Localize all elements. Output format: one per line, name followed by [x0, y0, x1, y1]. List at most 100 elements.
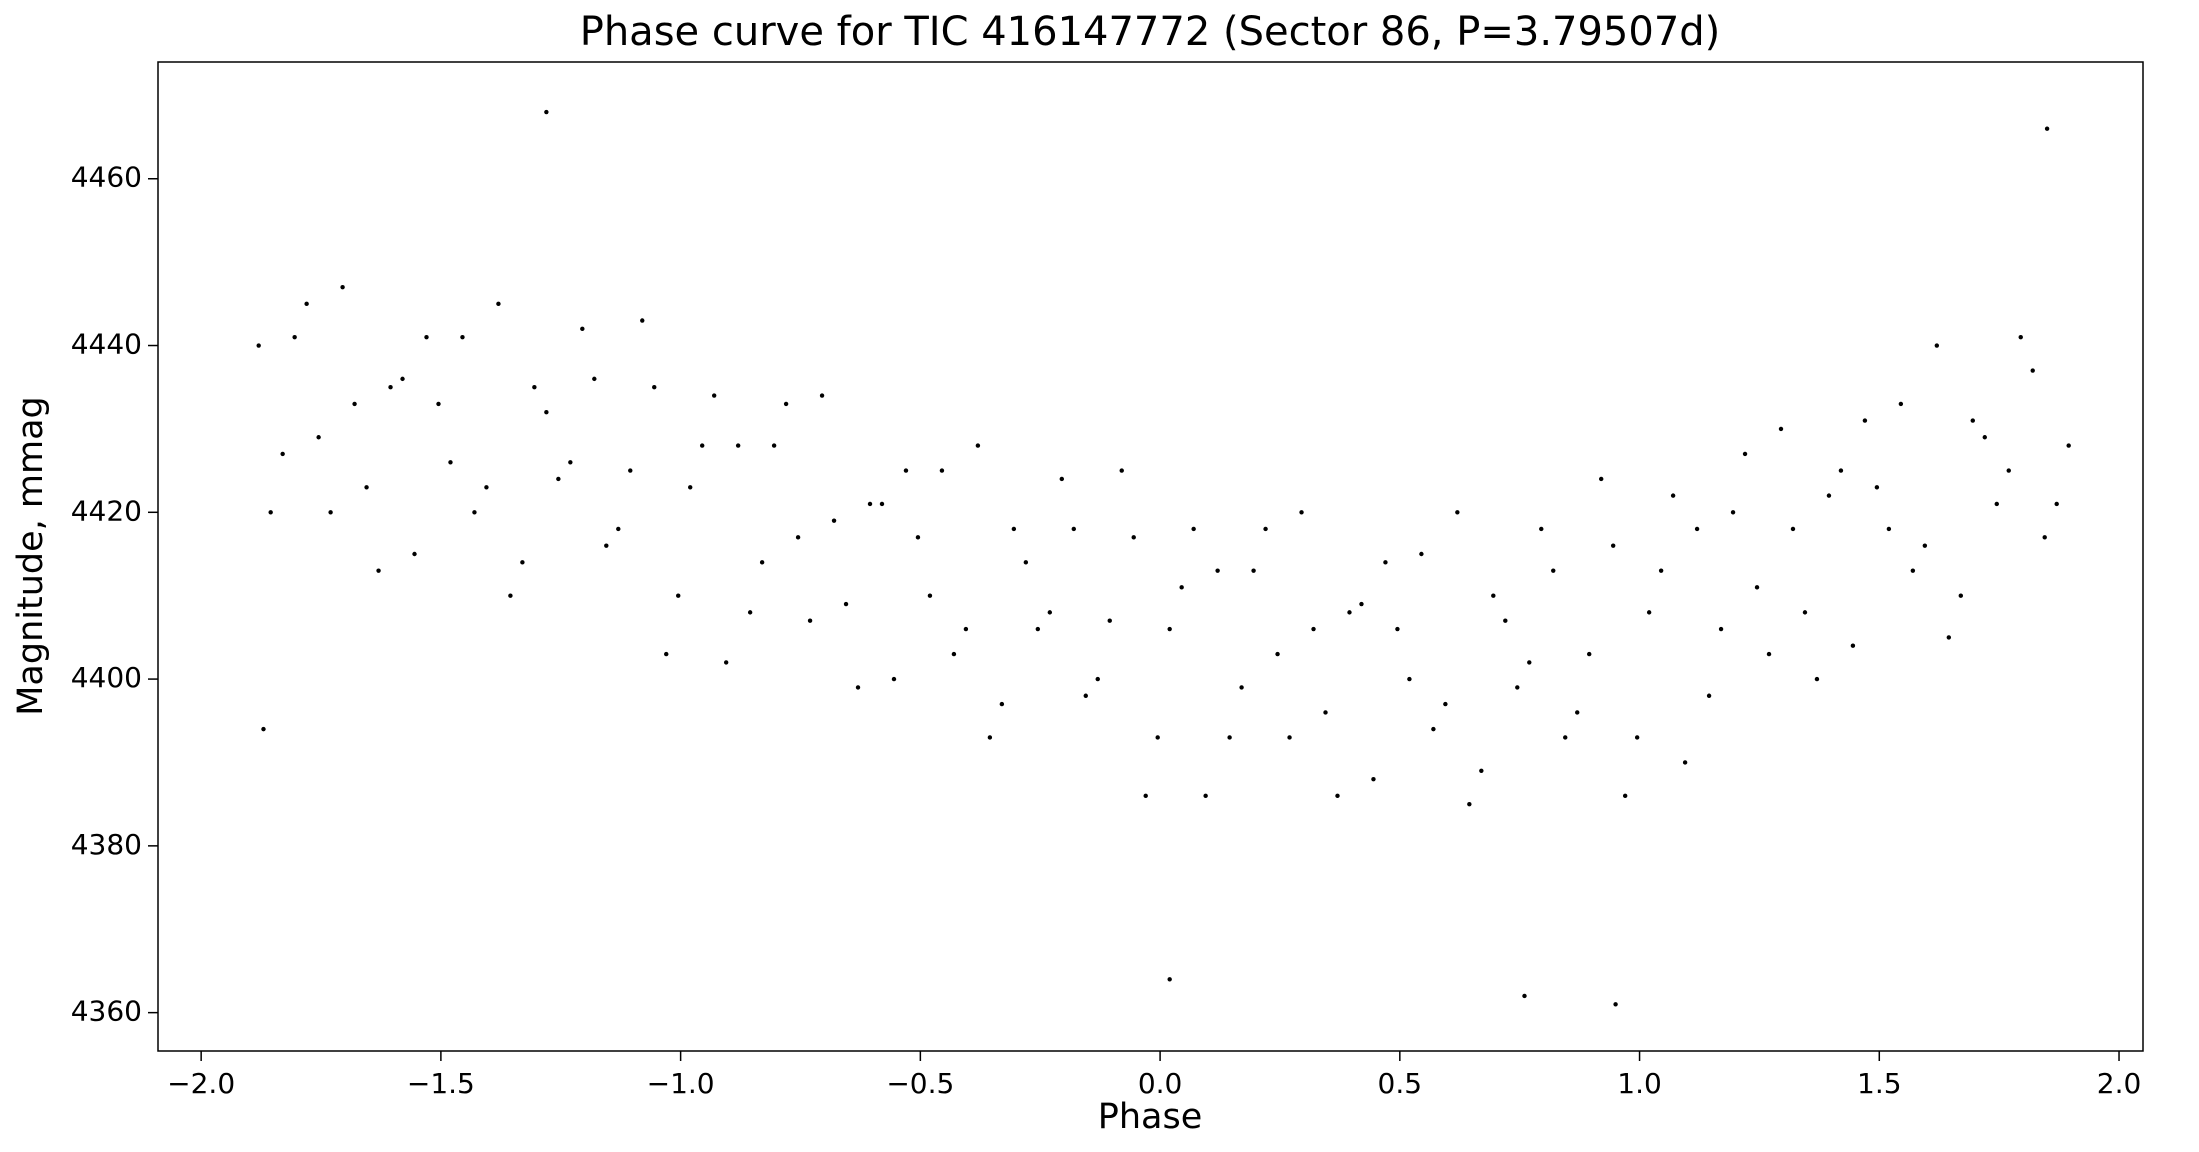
- data-point: [1778, 426, 1784, 432]
- data-point: [261, 726, 266, 732]
- data-point: [1670, 493, 1676, 498]
- data-point: [1059, 476, 1064, 482]
- data-point: [1910, 568, 1916, 573]
- data-point: [328, 510, 333, 515]
- data-point: [987, 735, 993, 740]
- x-tick-label: −1.5: [407, 1067, 475, 1100]
- data-point: [855, 685, 861, 690]
- data-point: [2054, 501, 2059, 507]
- data-point: [1155, 735, 1160, 740]
- data-point: [723, 660, 729, 665]
- y-tick-label: 4400: [71, 661, 142, 694]
- data-point: [376, 568, 381, 573]
- data-point: [1299, 510, 1304, 515]
- data-point: [1107, 618, 1112, 623]
- data-point: [1934, 343, 1940, 348]
- y-tick-label: 4380: [71, 828, 142, 861]
- data-point: [1227, 735, 1232, 740]
- data-point: [1395, 626, 1400, 632]
- data-point: [1613, 1002, 1618, 1007]
- data-point: [1658, 568, 1664, 573]
- data-point: [1587, 651, 1592, 657]
- x-tick-label: −2.0: [167, 1067, 235, 1100]
- data-point: [1922, 543, 1928, 548]
- data-point: [999, 701, 1005, 707]
- data-point: [688, 485, 693, 490]
- x-tick-label: −0.5: [886, 1067, 954, 1100]
- data-point: [352, 401, 357, 407]
- data-point: [448, 460, 453, 465]
- data-point: [795, 535, 801, 540]
- data-point: [699, 443, 705, 448]
- data-point: [604, 543, 609, 548]
- data-point: [1323, 710, 1328, 715]
- data-point: [1371, 776, 1376, 782]
- data-point: [1946, 635, 1952, 640]
- data-point: [616, 526, 621, 532]
- data-point: [903, 468, 909, 473]
- data-point: [1479, 768, 1484, 774]
- data-point: [867, 501, 873, 507]
- data-point: [807, 618, 813, 623]
- data-point: [1023, 560, 1029, 565]
- data-point: [735, 443, 741, 448]
- chart-title: Phase curve for TIC 416147772 (Sector 86…: [580, 9, 1721, 55]
- data-point: [556, 476, 561, 482]
- data-point: [664, 651, 669, 657]
- data-point: [568, 460, 573, 465]
- data-point: [1119, 468, 1124, 473]
- data-point: [1143, 793, 1148, 799]
- x-tick-label: −1.0: [647, 1067, 715, 1100]
- data-point: [1982, 435, 1987, 440]
- data-point: [544, 109, 549, 115]
- data-point: [508, 593, 513, 598]
- data-point: [1646, 610, 1652, 615]
- data-point: [1191, 526, 1196, 532]
- data-point: [520, 560, 525, 565]
- data-point: [580, 326, 585, 332]
- y-tick-label: 4460: [71, 161, 142, 194]
- data-point: [472, 510, 477, 515]
- data-point: [1575, 710, 1580, 715]
- data-point: [1527, 660, 1532, 665]
- data-point: [1539, 526, 1544, 532]
- data-point: [1742, 451, 1748, 457]
- data-point: [2030, 368, 2035, 373]
- data-point: [1706, 693, 1712, 698]
- data-point: [1754, 585, 1760, 590]
- data-point: [1011, 526, 1017, 532]
- x-tick-label: 0.0: [1138, 1067, 1183, 1100]
- x-tick-label: 1.0: [1617, 1067, 1662, 1100]
- data-point: [1167, 977, 1172, 982]
- data-point: [1419, 551, 1424, 557]
- data-point: [2042, 535, 2047, 540]
- data-point: [304, 301, 309, 307]
- data-point: [592, 376, 597, 382]
- data-point: [268, 510, 273, 515]
- data-point: [340, 284, 345, 290]
- data-point: [1898, 401, 1904, 407]
- data-point: [1682, 760, 1688, 765]
- data-point: [1994, 501, 1999, 507]
- data-point: [400, 376, 405, 382]
- data-point: [388, 385, 393, 390]
- data-point: [2006, 468, 2011, 473]
- data-point: [676, 593, 681, 598]
- data-point: [1802, 610, 1808, 615]
- data-point: [939, 468, 945, 473]
- data-point: [783, 401, 789, 407]
- data-point: [1455, 510, 1460, 515]
- data-point: [316, 435, 321, 440]
- data-point: [1179, 585, 1184, 590]
- data-point: [975, 443, 981, 448]
- y-tick-label: 4360: [71, 995, 142, 1028]
- data-point: [2066, 443, 2071, 448]
- data-point: [1071, 526, 1076, 532]
- data-point: [1287, 735, 1292, 740]
- x-tick-label: 2.0: [2097, 1067, 2142, 1100]
- data-point: [544, 410, 549, 415]
- data-point: [460, 334, 465, 340]
- data-point: [1503, 618, 1508, 623]
